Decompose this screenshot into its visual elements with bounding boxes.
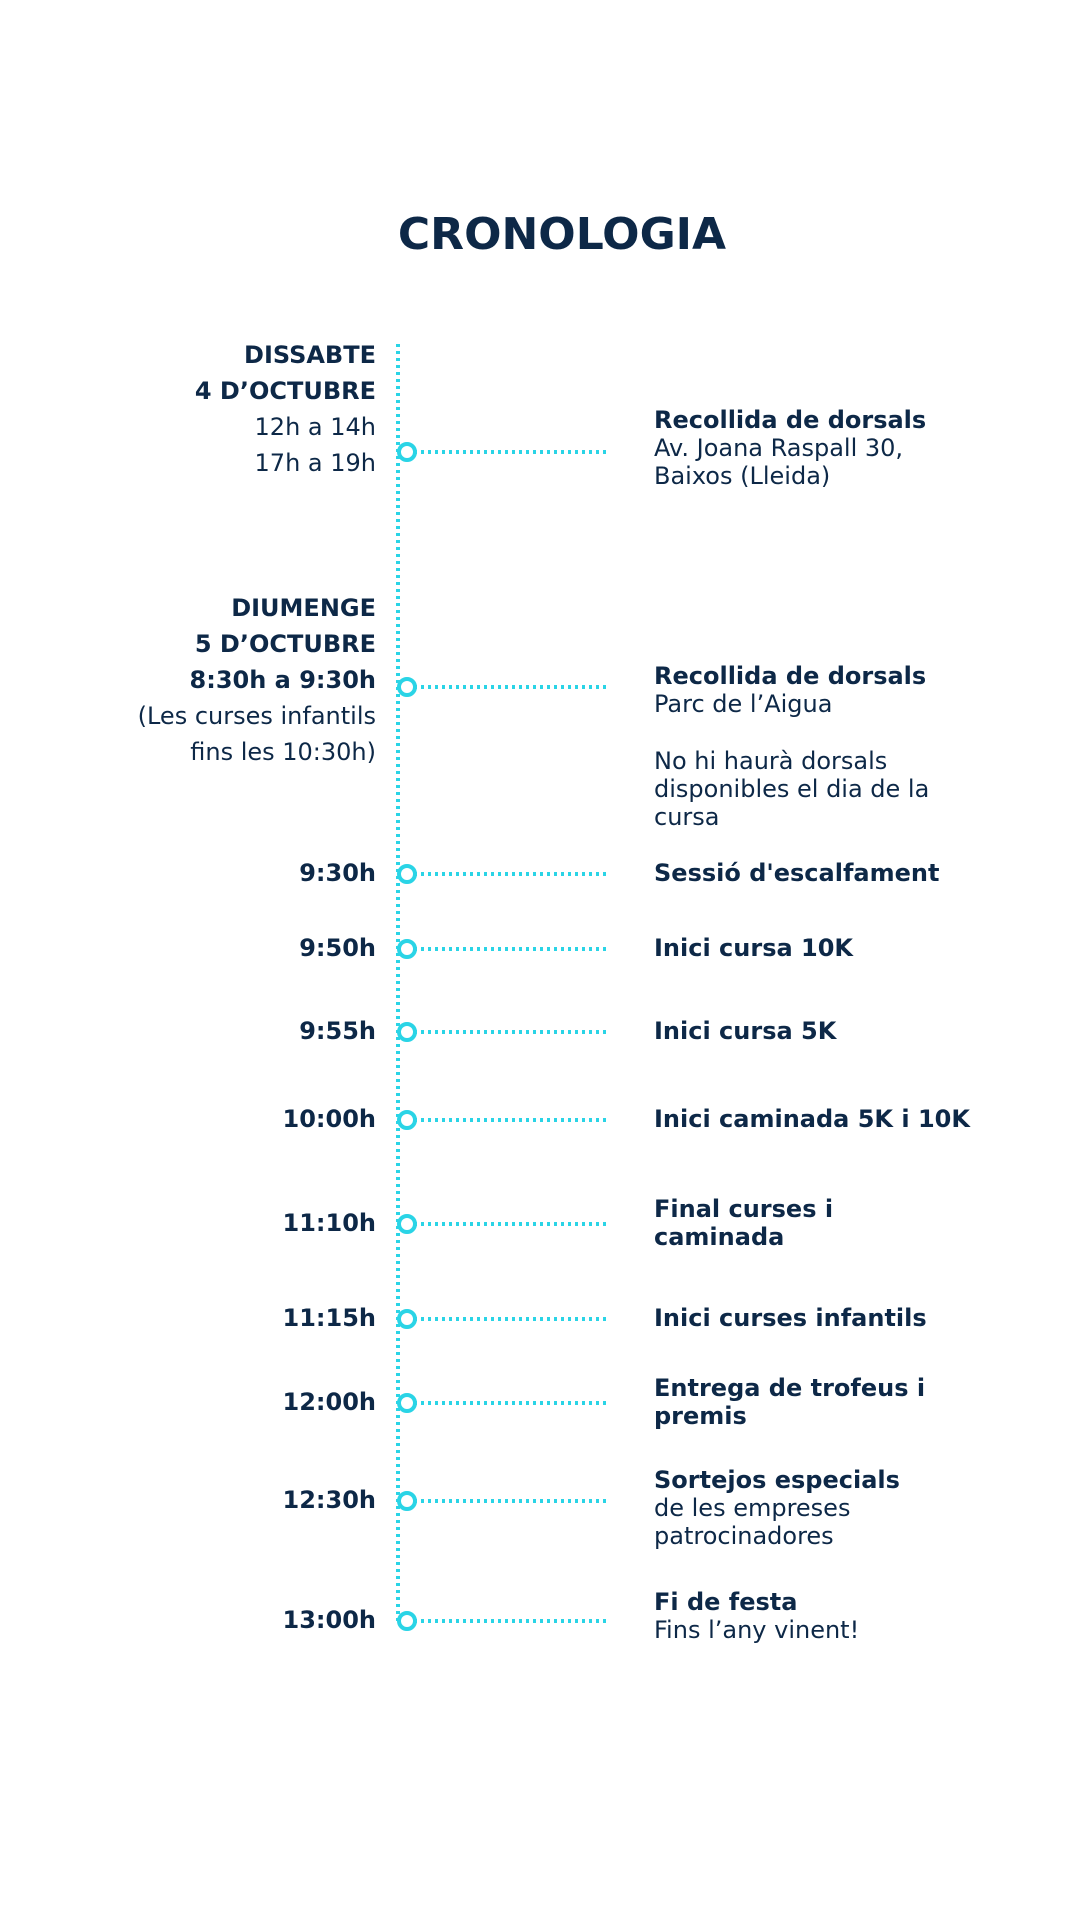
time: (Les curses infantils: [138, 702, 376, 730]
time: 12:00h: [283, 1388, 376, 1416]
time: 12h a 14h: [255, 413, 376, 441]
event-title: Recollida de dorsals: [654, 406, 926, 434]
time: 12:30h: [283, 1486, 376, 1514]
event-title: Recollida de dorsals: [654, 662, 926, 690]
event-detail: Parc de l’Aigua: [654, 690, 832, 718]
event-title: Entrega de trofeus i: [654, 1374, 925, 1402]
event-title: premis: [654, 1402, 747, 1430]
timeline-dot: [397, 1110, 417, 1130]
timeline-dot: [397, 1611, 417, 1631]
event-title: Sortejos especials: [654, 1466, 900, 1494]
time: 9:30h: [299, 859, 376, 887]
day-name: DIUMENGE: [231, 594, 376, 622]
event-detail: Baixos (Lleida): [654, 462, 830, 490]
time: 13:00h: [283, 1606, 376, 1634]
event-note: cursa: [654, 803, 719, 831]
page-title: CRONOLOGIA: [398, 209, 726, 260]
event-detail: Fins l’any vinent!: [654, 1616, 859, 1644]
time: 9:50h: [299, 934, 376, 962]
time: 8:30h a 9:30h: [190, 666, 376, 694]
event-title: Sessió d'escalfament: [654, 859, 939, 887]
event-title: Fi de festa: [654, 1588, 797, 1616]
time: 11:15h: [283, 1304, 376, 1332]
event-detail: Av. Joana Raspall 30,: [654, 434, 903, 462]
time: 11:10h: [283, 1209, 376, 1237]
date: 4 D’OCTUBRE: [195, 377, 376, 405]
event-title: Inici curses infantils: [654, 1304, 927, 1332]
event-note: No hi haurà dorsals: [654, 747, 887, 775]
time: 17h a 19h: [255, 449, 376, 477]
time: 9:55h: [299, 1017, 376, 1045]
event-title: caminada: [654, 1223, 784, 1251]
timeline-dot: [397, 1214, 417, 1234]
timeline-dot: [397, 677, 417, 697]
day-name: DISSABTE: [244, 341, 376, 369]
time: fins les 10:30h): [190, 738, 376, 766]
timeline-dot: [397, 442, 417, 462]
timeline-dot: [397, 864, 417, 884]
event-note: disponibles el dia de la: [654, 775, 929, 803]
timeline-dot: [397, 939, 417, 959]
event-title: Inici cursa 5K: [654, 1017, 838, 1045]
event-detail: de les empreses: [654, 1494, 850, 1522]
date: 5 D’OCTUBRE: [195, 630, 376, 658]
timeline-dot: [397, 1022, 417, 1042]
event-title: Final curses i: [654, 1195, 833, 1223]
time: 10:00h: [283, 1105, 376, 1133]
timeline-dot: [397, 1309, 417, 1329]
timeline-dot: [397, 1491, 417, 1511]
event-title: Inici cursa 10K: [654, 934, 854, 962]
event-detail: patrocinadores: [654, 1522, 834, 1550]
timeline-dot: [397, 1393, 417, 1413]
event-title: Inici caminada 5K i 10K: [654, 1105, 971, 1133]
